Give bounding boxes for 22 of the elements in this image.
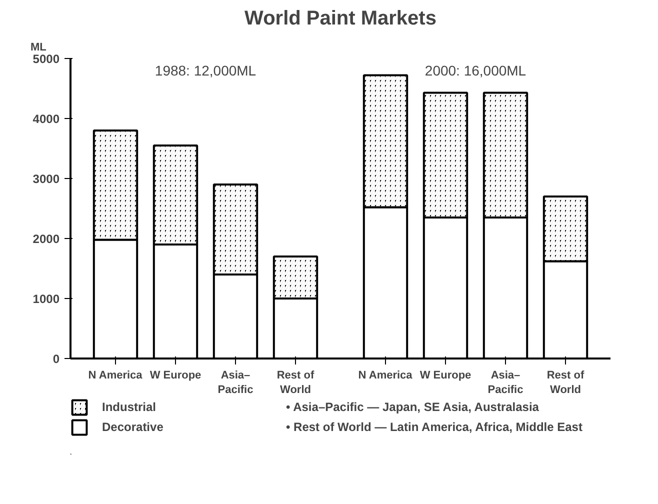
x-tick-label: N America [88, 370, 144, 382]
x-tick-label: Rest of World [546, 370, 584, 396]
annotation: 2000: 16,000ML [424, 62, 526, 78]
x-tick-label: Asia– Pacific [218, 370, 254, 396]
y-axis-title: ML [30, 42, 47, 54]
y-tick-label: 3000 [32, 172, 60, 186]
legend-label: Industrial [102, 400, 158, 414]
x-tick-label: Asia– Pacific [488, 370, 524, 396]
y-tick-label: 1000 [32, 292, 60, 306]
text: • Asia–Pacific — Japan, SE Asia, Australasia [286, 400, 539, 414]
y-tick-label: 4000 [32, 112, 60, 126]
y-tick-label: 5000 [32, 52, 60, 66]
annotation: 1988: 12,000ML [154, 62, 256, 78]
x-tick-label: W Europe [420, 370, 472, 382]
y-tick-label: 0 [52, 352, 60, 366]
x-tick-label: N America [358, 370, 414, 382]
legend-label: Decorative [102, 420, 164, 434]
y-tick-label: 2000 [32, 232, 60, 246]
x-tick-label: Rest of World [276, 370, 314, 396]
chart-title: World Paint Markets [244, 8, 436, 30]
text: • Rest of World — Latin America, Africa, Middle East [286, 420, 582, 434]
x-tick-label: W Europe [150, 370, 202, 382]
